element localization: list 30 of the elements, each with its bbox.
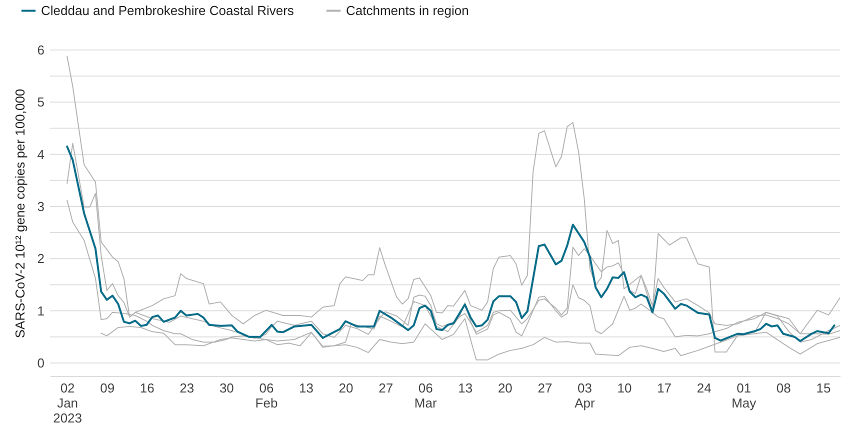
x-tick-label: 03 Apr xyxy=(574,380,596,410)
legend-label: Catchments in region xyxy=(346,2,469,18)
legend-label: Cleddau and Pembrokeshire Coastal Rivers xyxy=(41,2,294,18)
x-tick-label: 30 xyxy=(219,380,234,396)
x-tick-label: 10 xyxy=(617,380,632,396)
x-tick-label: 27 xyxy=(538,380,552,396)
y-axis-title: SARS-CoV-2 10¹² gene copies per 100,000 xyxy=(12,88,28,338)
x-tick-label: 02 Jan 2023 xyxy=(53,380,82,425)
y-tick-label: 5 xyxy=(37,94,44,110)
x-tick-label: 16 xyxy=(140,380,154,396)
x-tick-label: 20 xyxy=(498,380,512,396)
x-tick-label: 24 xyxy=(696,380,712,396)
y-tick-label: 2 xyxy=(37,251,44,266)
x-tick-label: 27 xyxy=(378,380,394,396)
x-tick-label: 13 xyxy=(458,380,473,396)
x-tick-label: 15 xyxy=(816,380,831,396)
x-tick-label: 20 xyxy=(338,380,354,396)
y-tick-label: 3 xyxy=(37,198,44,214)
y-tick-label: 6 xyxy=(37,42,44,58)
y-tick-label: 0 xyxy=(37,355,44,370)
x-tick-label: 06 Feb xyxy=(255,380,278,410)
x-tick-label: 13 xyxy=(299,380,314,396)
x-tick-label: 06 Mar xyxy=(414,380,438,410)
x-tick-label: 23 xyxy=(180,380,194,396)
x-tick-label: 01 May xyxy=(732,380,757,410)
y-tick-label: 1 xyxy=(37,303,44,318)
x-tick-label: 17 xyxy=(657,380,672,396)
y-tick-label: 4 xyxy=(37,146,44,162)
x-tick-label: 09 xyxy=(100,380,115,396)
x-tick-label: 08 xyxy=(776,380,791,396)
